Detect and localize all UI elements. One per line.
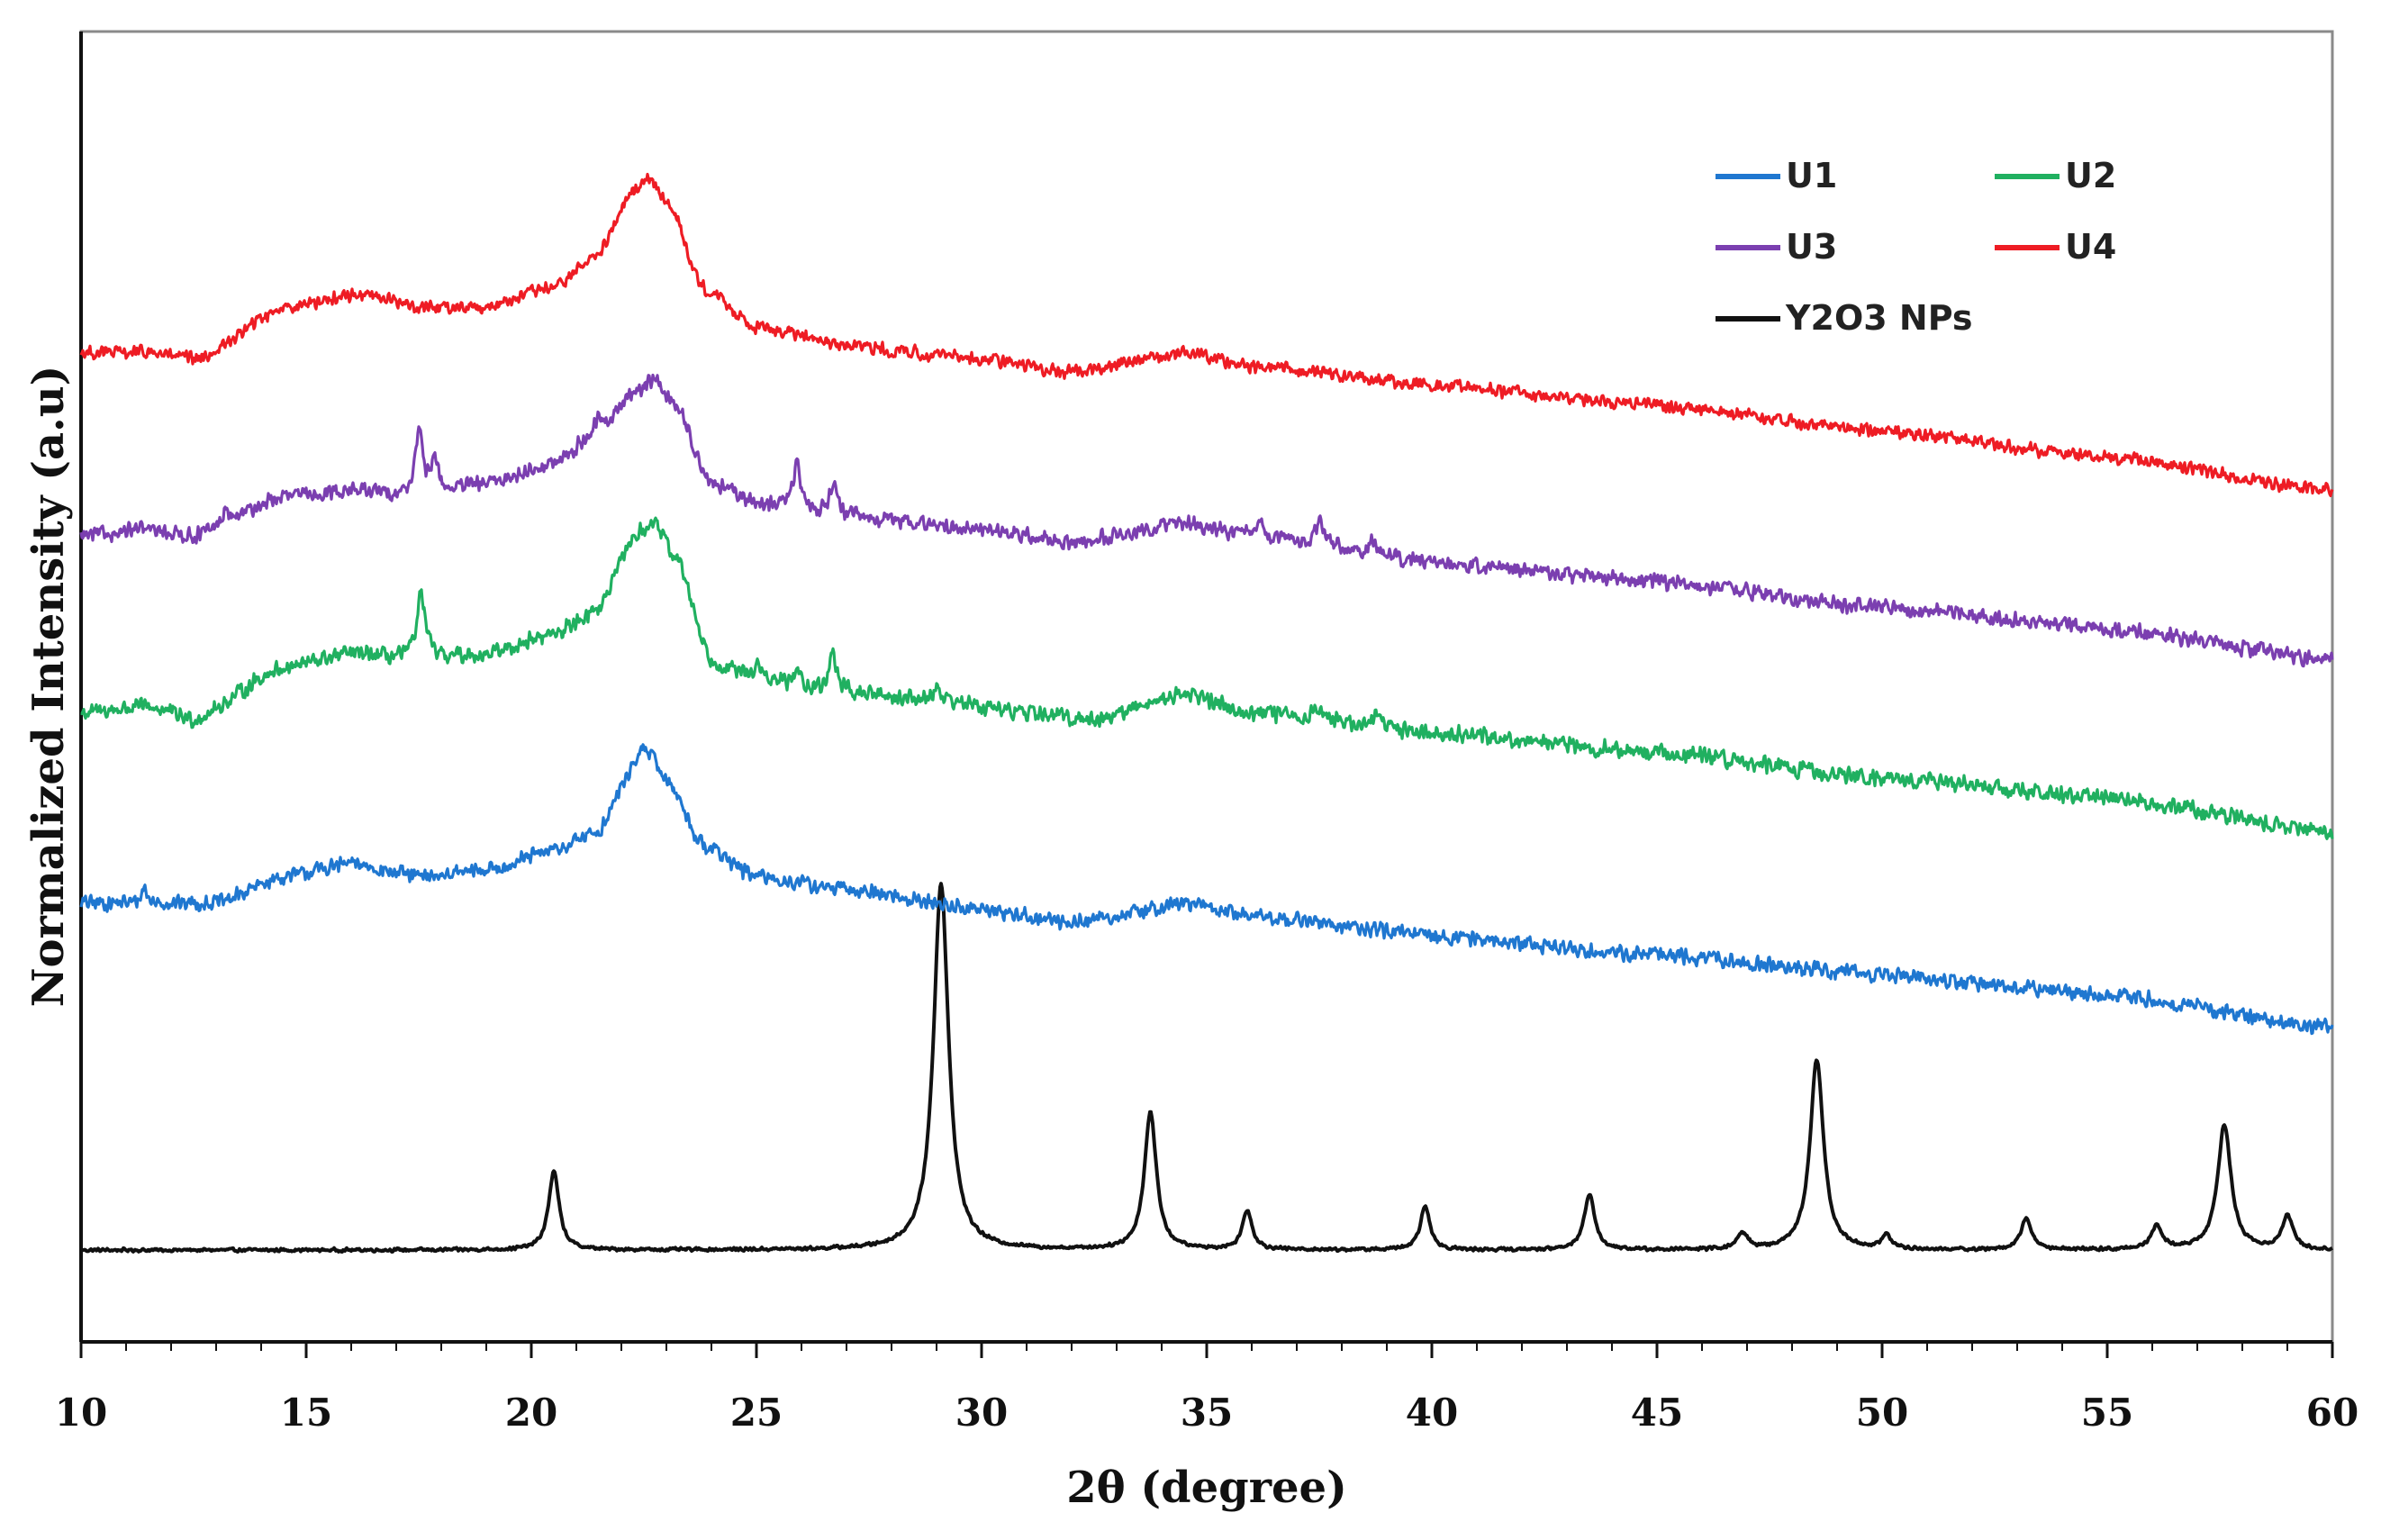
legend-label: U4: [2065, 227, 2116, 267]
legend: U1 U2 U3 U4 Y2O3 NPs: [1716, 156, 2116, 338]
legend-item: U1: [1716, 156, 1837, 195]
series-line-u4: [81, 175, 2332, 496]
legend-label: U2: [2065, 156, 2116, 195]
y-axis-title: Normalized Intensity (a.u): [23, 366, 74, 1008]
legend-label: Y2O3 NPs: [1785, 298, 1973, 338]
plot-frame: [81, 32, 2332, 1342]
x-tick-label: 10: [55, 1391, 107, 1435]
x-tick-label: 30: [955, 1391, 1008, 1435]
legend-item: Y2O3 NPs: [1716, 298, 1973, 338]
x-tick-label: 50: [1856, 1391, 1908, 1435]
x-tick-label: 35: [1181, 1391, 1233, 1435]
legend-label: U1: [1786, 156, 1837, 195]
x-tick-label: 45: [1631, 1391, 1683, 1435]
series-line-y2o3-nps: [81, 883, 2332, 1252]
x-tick-label: 55: [2081, 1391, 2133, 1435]
legend-item: U3: [1716, 227, 1837, 267]
x-tick-label: 40: [1406, 1391, 1458, 1435]
x-tick-label: 20: [505, 1391, 557, 1435]
x-tick-label: 15: [280, 1391, 332, 1435]
x-major-ticks: [81, 1342, 2332, 1358]
x-tick-labels: 10 15 20 25 30 35 40 45 50 55 60: [55, 1391, 2358, 1435]
xrd-chart: 10 15 20 25 30 35 40 45 50 55 60 2θ (degree) Norma…: [0, 0, 2381, 1540]
x-tick-label: 25: [730, 1391, 783, 1435]
x-axis-title: 2θ (degree): [1066, 1463, 1347, 1513]
series-line-u2: [81, 518, 2332, 839]
series-layer: [81, 175, 2332, 1253]
legend-label: U3: [1786, 227, 1837, 267]
legend-item: U2: [1995, 156, 2116, 195]
series-line-u3: [81, 376, 2332, 666]
legend-item: U4: [1995, 227, 2116, 267]
x-tick-label: 60: [2306, 1391, 2358, 1435]
